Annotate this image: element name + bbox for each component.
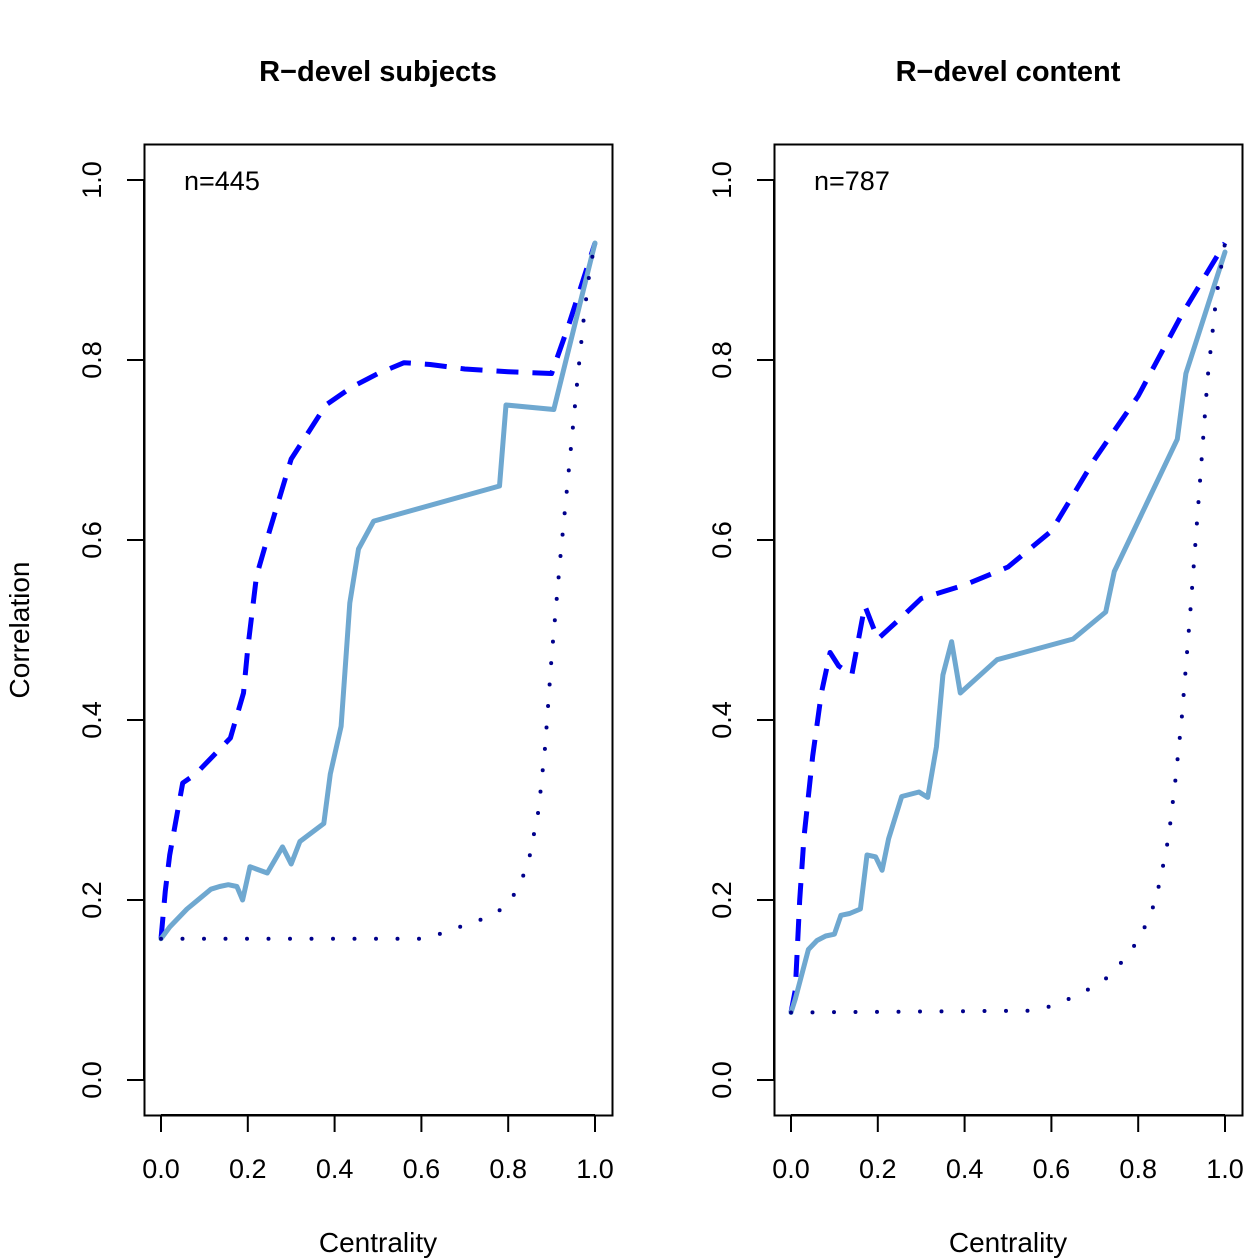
y-tick-label: 0.8 bbox=[707, 341, 737, 379]
x-tick-label: 0.4 bbox=[946, 1154, 984, 1184]
series-line-dashed bbox=[788, 241, 1228, 1013]
x-tick-label: 0.6 bbox=[1033, 1154, 1071, 1184]
x-tick-label: 0.4 bbox=[316, 1154, 354, 1184]
panel-title: R−devel subjects bbox=[259, 56, 497, 88]
y-tick-label: 0.6 bbox=[77, 521, 107, 559]
sample-size-annotation: n=445 bbox=[184, 166, 260, 196]
x-tick-label: 0.0 bbox=[772, 1154, 810, 1184]
series-line-solid bbox=[158, 240, 598, 942]
y-tick-label: 0.2 bbox=[707, 881, 737, 919]
y-axis: 0.0 0.2 0.4 0.6 0.8 1.0 bbox=[707, 161, 775, 1099]
series-group bbox=[788, 241, 1228, 1015]
series-line-dashed bbox=[158, 242, 598, 939]
x-tick-label: 0.2 bbox=[859, 1154, 897, 1184]
x-tick-label: 1.0 bbox=[576, 1154, 614, 1184]
y-tick-label: 0.6 bbox=[707, 521, 737, 559]
x-tick-label: 0.8 bbox=[1119, 1154, 1157, 1184]
x-tick-label: 1.0 bbox=[1206, 1154, 1244, 1184]
panel-title: R−devel content bbox=[896, 56, 1121, 88]
series-line-dotted bbox=[789, 241, 1227, 1015]
y-axis: 0.0 0.2 0.4 0.6 0.8 1.0 bbox=[77, 161, 145, 1099]
x-tick-label: 0.8 bbox=[489, 1154, 527, 1184]
x-axis: 0.0 0.2 0.4 0.6 0.8 1.0 bbox=[772, 1114, 1244, 1184]
series-group bbox=[158, 240, 598, 942]
y-axis-label: Correlation bbox=[4, 562, 35, 699]
x-tick-label: 0.6 bbox=[403, 1154, 441, 1184]
series-line-solid bbox=[788, 249, 1228, 1015]
y-tick-label: 1.0 bbox=[707, 161, 737, 199]
x-axis: 0.0 0.2 0.4 0.6 0.8 1.0 bbox=[142, 1114, 614, 1184]
x-axis-label: Centrality bbox=[319, 1227, 437, 1258]
x-tick-label: 0.2 bbox=[229, 1154, 267, 1184]
y-tick-label: 0.2 bbox=[77, 881, 107, 919]
y-tick-label: 0.4 bbox=[707, 701, 737, 739]
y-tick-label: 1.0 bbox=[77, 161, 107, 199]
sample-size-annotation: n=787 bbox=[814, 166, 890, 196]
panel-r-devel-content: R−devel content n=787 Centrality 0.0 0.2 0… bbox=[707, 56, 1244, 1258]
x-tick-label: 0.0 bbox=[142, 1154, 180, 1184]
y-tick-label: 0.0 bbox=[77, 1061, 107, 1099]
y-tick-label: 0.8 bbox=[77, 341, 107, 379]
x-axis-label: Centrality bbox=[949, 1227, 1067, 1258]
panel-r-devel-subjects: R−devel subjects n=445 Centrality 0.0 0.2… bbox=[77, 56, 614, 1258]
y-tick-label: 0.0 bbox=[707, 1061, 737, 1099]
y-tick-label: 0.4 bbox=[77, 701, 107, 739]
